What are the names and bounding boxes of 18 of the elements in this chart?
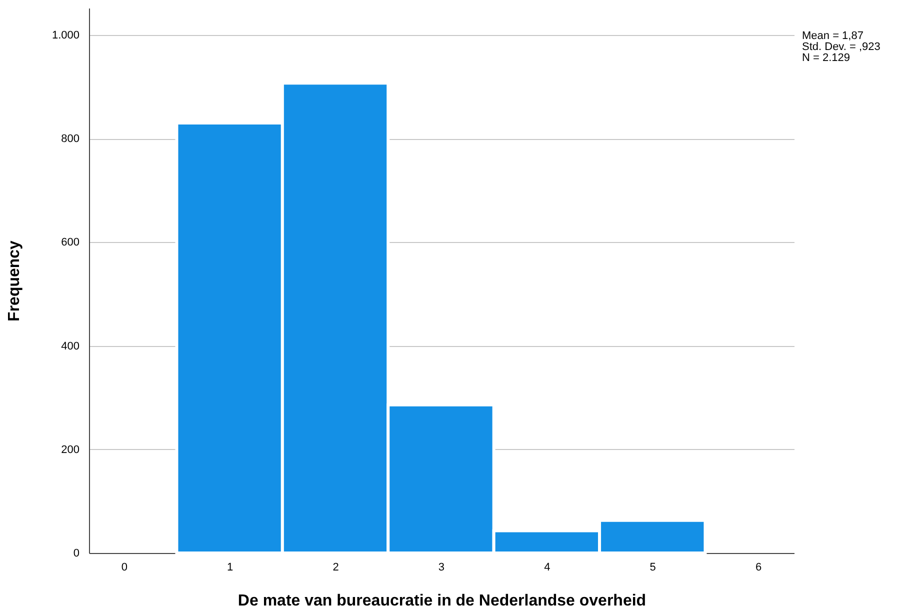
text: N = 2.129 — [802, 52, 850, 64]
x-axis-title: De mate van bureaucratie in de Nederlandse overheid — [238, 592, 646, 610]
x-tick-label: 4 — [544, 562, 550, 574]
x-tick-label: 5 — [650, 562, 656, 574]
text: Mean = 1,87 — [802, 30, 864, 42]
y-tick-label: 400 — [61, 340, 80, 352]
y-tick-label: 200 — [61, 444, 80, 456]
text: Std. Dev. = ,923 — [802, 41, 880, 53]
x-tick-label: 3 — [438, 562, 445, 574]
x-tick-label: 2 — [332, 562, 339, 574]
y-tick-label: 800 — [61, 133, 80, 146]
y-tick-label: 1.000 — [52, 29, 80, 42]
y-tick-label: 0 — [73, 548, 80, 560]
x-tick-label: 0 — [121, 562, 128, 574]
y-axis-title: Frequency — [6, 240, 23, 322]
y-tick-label: 600 — [61, 236, 80, 249]
x-tick-label: 1 — [227, 562, 234, 574]
x-tick-label: 6 — [756, 562, 762, 574]
